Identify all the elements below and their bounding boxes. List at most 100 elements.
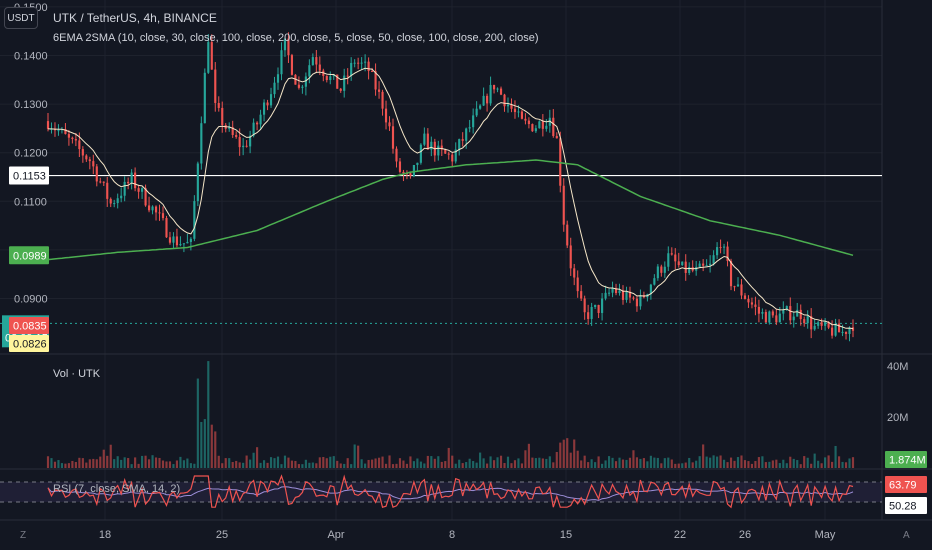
candle-body — [444, 149, 447, 154]
volume-bar — [371, 459, 374, 468]
symbol-title: UTK / TetherUS, 4h, BINANCE — [53, 11, 217, 25]
volume-bar — [489, 456, 492, 468]
candle-body — [492, 84, 496, 90]
volume-bar — [726, 462, 729, 468]
candle-body — [252, 122, 255, 136]
volume-bar — [127, 458, 130, 468]
volume-bar — [632, 450, 635, 468]
volume-bar — [555, 451, 558, 468]
volume-bar — [803, 456, 806, 468]
volume-bar — [398, 458, 402, 468]
candle-body — [249, 135, 252, 147]
rsi-legend[interactable]: RSI (7, close, SMA, 14, 2) — [53, 483, 181, 495]
candle-body — [844, 331, 848, 334]
volume-bar — [660, 463, 663, 468]
volume-bar — [266, 462, 269, 468]
volume-bar — [824, 457, 827, 468]
candle-body — [141, 188, 144, 192]
candle-body — [64, 129, 67, 135]
candle-body — [517, 111, 520, 113]
candle-body — [343, 75, 346, 91]
volume-bar — [851, 457, 855, 468]
candle-body — [841, 331, 844, 333]
candle-body — [527, 120, 530, 125]
volume-bar — [154, 457, 158, 468]
volume-bar — [53, 461, 57, 468]
auto-scale-button[interactable]: A — [903, 530, 910, 541]
candle-body — [594, 304, 597, 307]
candle-body — [649, 284, 652, 295]
prev-close-badge: 0.0826 — [13, 339, 47, 351]
candle-body — [172, 236, 175, 243]
candle-body — [189, 238, 192, 242]
candle-body — [670, 253, 673, 255]
candle-body — [472, 115, 475, 128]
volume-bar — [433, 458, 436, 468]
volume-bar — [513, 460, 517, 468]
candle-body — [757, 306, 760, 314]
volume-bar — [276, 456, 280, 468]
candle-body — [318, 64, 321, 71]
candle-body — [667, 253, 670, 267]
candle-body — [499, 88, 503, 95]
volume-bar — [256, 447, 259, 468]
volume-bar — [831, 461, 834, 468]
time-tick-label: 15 — [560, 529, 572, 541]
volume-bar — [492, 460, 496, 468]
candle-body — [332, 74, 335, 77]
volume-bar — [844, 462, 848, 468]
candle-body — [590, 306, 593, 319]
volume-bar — [109, 444, 112, 468]
volume-bar — [391, 464, 395, 468]
volume-bar — [447, 447, 450, 468]
volume-bar — [531, 457, 534, 468]
candle-body — [681, 261, 684, 266]
timezone-button[interactable]: Z — [20, 530, 27, 541]
volume-bar — [158, 457, 161, 468]
currency-button[interactable]: USDT — [4, 7, 38, 29]
volume-bar — [224, 458, 227, 468]
candle-body — [702, 263, 705, 266]
time-tick-label: Apr — [327, 529, 344, 541]
volume-bar — [437, 456, 440, 468]
volume-bar — [817, 460, 820, 468]
volume-legend[interactable]: Vol · UTK — [53, 368, 101, 380]
volume-bar — [85, 462, 88, 468]
candle-body — [287, 38, 290, 56]
volume-bar — [806, 457, 809, 468]
candle-body — [663, 266, 666, 273]
candle-body — [607, 292, 611, 294]
candle-body — [479, 105, 482, 109]
volume-bar — [848, 458, 851, 468]
candle-body — [374, 71, 377, 90]
candle-body — [311, 57, 314, 66]
volume-bar — [468, 458, 471, 468]
indicator-legend[interactable]: 6EMA 2SMA (10, close, 30, close, 100, cl… — [53, 32, 539, 44]
volume-bar — [747, 461, 750, 468]
volume-bar — [722, 459, 726, 468]
volume-bar — [113, 459, 116, 468]
volume-bar — [123, 457, 126, 468]
volume-bar — [245, 455, 248, 468]
candle-body — [256, 122, 259, 125]
volume-bar — [604, 460, 607, 468]
volume-bar — [799, 464, 802, 468]
candle-body — [796, 309, 799, 317]
volume-bar — [172, 464, 175, 468]
candle-body — [548, 117, 551, 126]
volume-bar — [670, 459, 673, 468]
volume-bar — [193, 463, 196, 468]
candle-body — [545, 125, 548, 129]
volume-bar — [576, 450, 579, 468]
volume-badge: 1.874M — [889, 455, 926, 467]
candle-body — [709, 263, 712, 266]
candle-body — [308, 65, 311, 77]
volume-bar — [186, 458, 189, 468]
candle-body — [137, 188, 140, 192]
volume-bar — [322, 456, 325, 468]
candle-body — [799, 309, 802, 320]
volume-bar — [562, 439, 565, 468]
volume-bar — [649, 455, 652, 468]
grid — [0, 0, 882, 520]
